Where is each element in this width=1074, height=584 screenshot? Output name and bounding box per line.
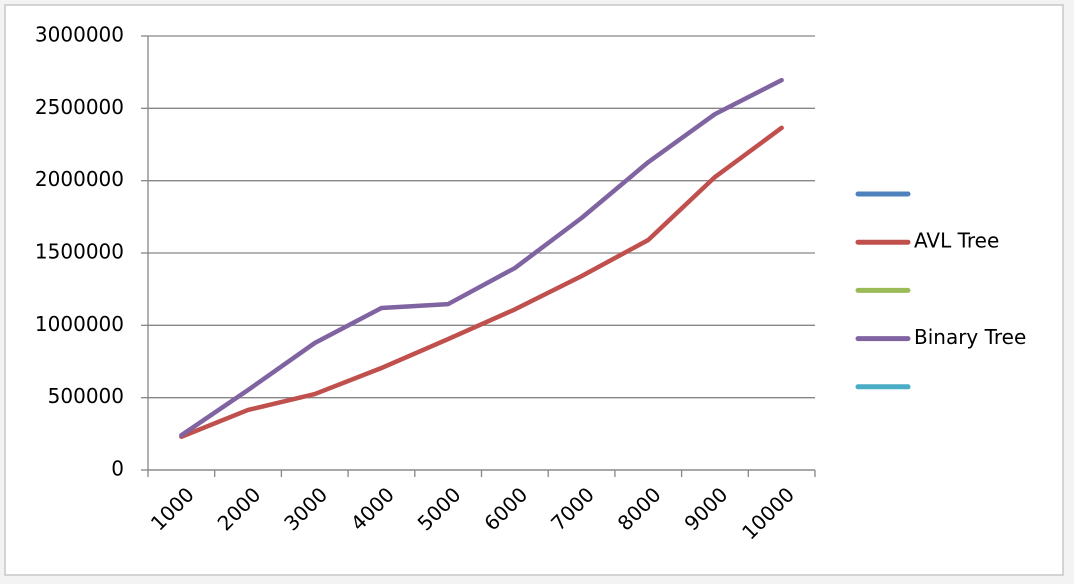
y-tick-label: 1000000	[35, 312, 124, 336]
y-tick-label: 2000000	[35, 167, 124, 191]
y-tick-label: 1500000	[35, 240, 124, 264]
series-line	[179, 125, 784, 439]
series-line	[179, 77, 784, 438]
y-tick-label: 500000	[48, 384, 124, 408]
y-tick-label: 3000000	[35, 23, 124, 47]
y-tick-label: 2500000	[35, 95, 124, 119]
legend-label: AVL Tree	[914, 229, 999, 253]
legend-label: Binary Tree	[914, 325, 1026, 349]
y-tick-label: 0	[111, 457, 124, 481]
